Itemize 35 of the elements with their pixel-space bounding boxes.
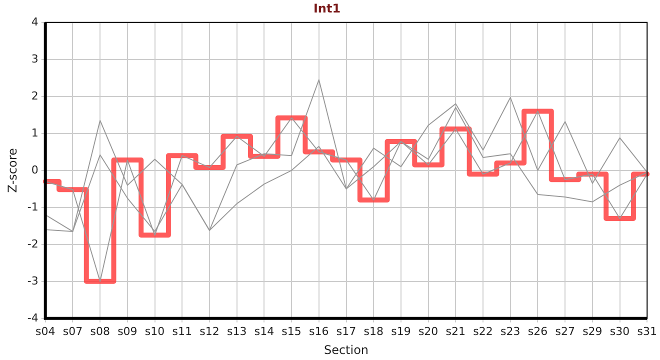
- y-tick-label: 4: [31, 15, 38, 28]
- x-tick-label: s15: [282, 324, 302, 338]
- x-tick-label: s07: [62, 324, 83, 338]
- x-tick-label: s21: [446, 324, 466, 338]
- x-tick-label: s29: [582, 324, 602, 338]
- y-tick-label: 3: [31, 52, 38, 66]
- x-tick-label: s08: [90, 324, 110, 338]
- x-tick-label: s13: [226, 324, 247, 338]
- y-tick-label: 2: [31, 89, 38, 102]
- x-tick-label: s12: [200, 324, 220, 338]
- x-axis-title: Section: [324, 342, 369, 357]
- x-tick-label: s09: [118, 324, 138, 338]
- x-tick-label: s17: [336, 324, 356, 338]
- y-tick-label: -4: [27, 311, 38, 324]
- x-tick-label: s31: [637, 324, 658, 338]
- x-tick-label: s11: [172, 324, 192, 338]
- y-tick-label: 1: [31, 126, 38, 140]
- y-axis-title: Z-score: [5, 148, 20, 193]
- chart-title: Int1: [313, 1, 341, 16]
- x-tick-label: s16: [309, 324, 329, 338]
- x-tick-label: s19: [391, 324, 411, 338]
- x-tick-label: s26: [528, 324, 548, 338]
- x-tick-label: s04: [36, 324, 56, 338]
- x-tick-label: s18: [364, 324, 384, 338]
- x-tick-label: s27: [555, 324, 575, 338]
- x-tick-label: s23: [500, 324, 520, 338]
- x-tick-label: s22: [473, 324, 493, 338]
- y-tick-label: 0: [31, 163, 38, 176]
- x-tick-label: s20: [418, 324, 438, 338]
- x-tick-label: s30: [610, 324, 630, 338]
- y-tick-label: -1: [27, 200, 38, 214]
- x-tick-label: s14: [254, 324, 274, 338]
- y-tick-label: -3: [27, 274, 38, 288]
- x-tick-label: s10: [144, 324, 165, 338]
- y-tick-label: -2: [27, 237, 38, 250]
